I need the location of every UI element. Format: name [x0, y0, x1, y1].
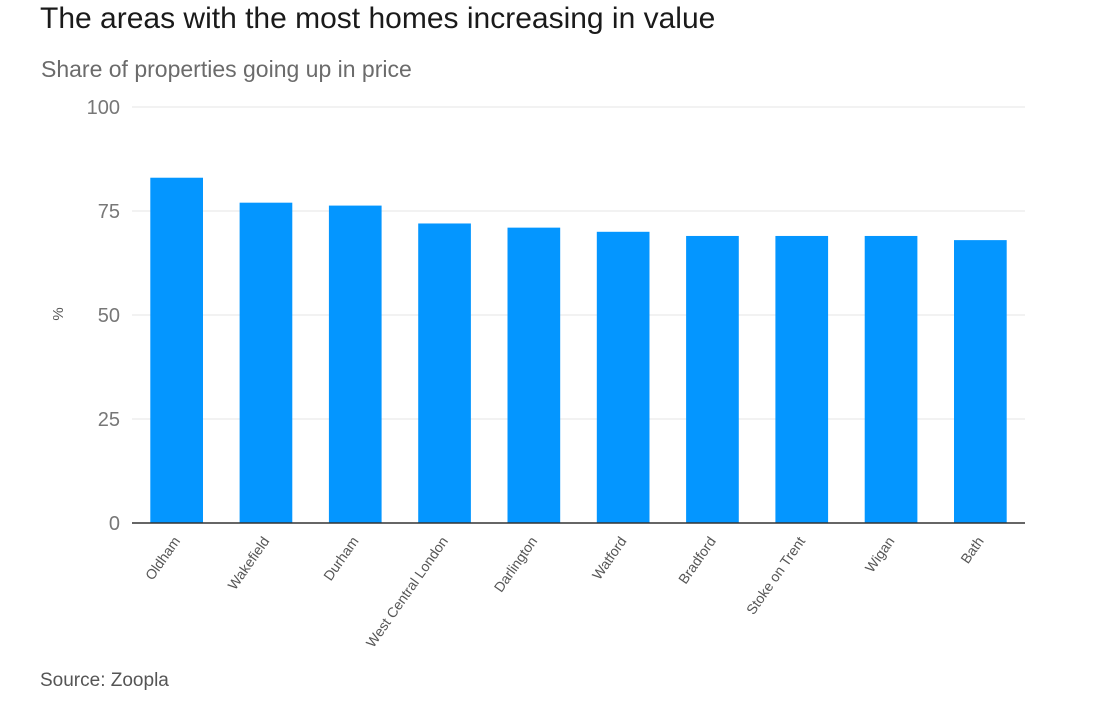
source-note: Source: Zoopla	[40, 670, 169, 691]
y-axis-label: %	[50, 307, 67, 320]
y-tick-label: 50	[98, 305, 120, 327]
bar-durham	[328, 205, 382, 524]
y-tick-label: 75	[98, 201, 120, 223]
x-tick-label: Wigan	[862, 534, 898, 576]
bar-darlington	[507, 227, 561, 523]
bars	[150, 177, 1007, 524]
x-tick-label: Stoke on Trent	[743, 533, 808, 617]
bar-watford	[596, 231, 650, 524]
y-tick-label: 0	[109, 513, 120, 535]
chart-title: The areas with the most homes increasing…	[40, 2, 716, 35]
x-tick-label: Watford	[589, 534, 630, 583]
bar-wigan	[864, 235, 918, 523]
x-tick-label: West Central London	[363, 534, 451, 651]
x-tick-label: Bath	[957, 534, 987, 567]
x-tick-label: Bradford	[675, 534, 719, 587]
x-tick-label: Darlington	[491, 534, 541, 595]
bar-west-central-london	[418, 223, 471, 524]
bar-bath	[954, 240, 1007, 523]
bar-wakefield	[239, 202, 293, 523]
x-tick-label: Oldham	[142, 534, 183, 583]
x-axis-labels: Oldham Wakefield Durham West Central London…	[142, 533, 987, 650]
y-axis-ticks: 0 25 50 75 100	[87, 97, 120, 535]
x-tick-label: Durham	[320, 534, 362, 584]
x-tick-label: Wakefield	[224, 534, 272, 593]
y-tick-label: 25	[98, 409, 120, 431]
bar-stoke-on-trent	[775, 235, 829, 523]
bar-oldham	[150, 177, 203, 523]
bar-bradford	[686, 235, 739, 523]
y-tick-label: 100	[87, 97, 120, 119]
chart-subtitle: Share of properties going up in price	[41, 56, 412, 82]
